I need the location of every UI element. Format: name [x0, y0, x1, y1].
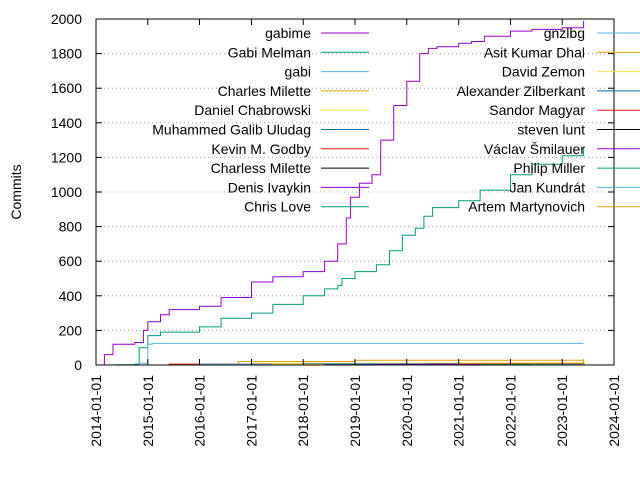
x-tick-label: 2021-01-01: [451, 375, 467, 447]
y-tick-label: 1800: [51, 46, 82, 62]
legend-label: Daniel Chabrowski: [194, 102, 311, 118]
legend-label: Muhammed Galib Uludag: [152, 122, 311, 138]
x-axis: 2014-01-01 2015-01-01 2016-01-01 2017-01-01…: [88, 19, 622, 447]
legend-label: Philip Miller: [513, 160, 585, 176]
y-tick-label: 400: [59, 288, 83, 304]
series-line-1: [96, 147, 585, 366]
legend-label: David Zemon: [502, 64, 585, 80]
legend-label: Asit Kumar Dhal: [484, 44, 585, 60]
x-tick-label: 2014-01-01: [88, 375, 104, 447]
y-tick-label: 2000: [51, 11, 82, 27]
y-axis: 0 200 400 600 800 1000 1200 1400 1600 1800 2000: [51, 11, 614, 373]
legend-label: Denis Ivaykin: [228, 179, 311, 195]
legend-label: steven lunt: [517, 122, 585, 138]
x-tick-label: 2017-01-01: [243, 375, 259, 447]
y-axis-label: Commits: [8, 164, 24, 219]
y-tick-label: 200: [59, 322, 83, 338]
legend-label: Charles Milette: [218, 83, 312, 99]
y-tick-label: 1200: [51, 149, 82, 165]
legend-label: Artem Martynovich: [468, 199, 585, 215]
legend-label: Kevin M. Godby: [211, 141, 311, 157]
x-tick-label: 2019-01-01: [347, 375, 363, 447]
legend-label: Jan Kundrát: [510, 179, 586, 195]
x-tick-label: 2015-01-01: [140, 375, 156, 447]
y-tick-label: 1600: [51, 80, 82, 96]
series-line-0: [96, 20, 585, 366]
legend-label: Charless Milette: [211, 160, 312, 176]
legend-label: gabime: [265, 25, 311, 41]
legend-label: Gabi Melman: [228, 44, 311, 60]
legend-label: gabi: [285, 64, 311, 80]
legend-label: Václav Šmilauer: [484, 141, 585, 157]
legend-label: Alexander Zilberkant: [457, 83, 586, 99]
legend-label: gnzlbg: [544, 25, 585, 41]
y-tick-label: 800: [59, 219, 83, 235]
x-tick-label: 2023-01-01: [554, 375, 570, 447]
legend-label: Sandor Magyar: [489, 102, 585, 118]
x-tick-label: 2016-01-01: [192, 375, 208, 447]
x-tick-label: 2020-01-01: [399, 375, 415, 447]
x-tick-label: 2022-01-01: [502, 375, 518, 447]
legend: gabime Gabi Melman gabi Charles Milette Dani…: [152, 25, 640, 215]
x-tick-label: 2018-01-01: [295, 375, 311, 447]
y-tick-label: 600: [59, 253, 83, 269]
x-tick-label: 2024-01-01: [606, 375, 622, 447]
y-tick-label: 1400: [51, 115, 82, 131]
y-tick-label: 1000: [51, 184, 82, 200]
legend-label: Chris Love: [244, 199, 311, 215]
y-tick-label: 0: [74, 357, 82, 373]
